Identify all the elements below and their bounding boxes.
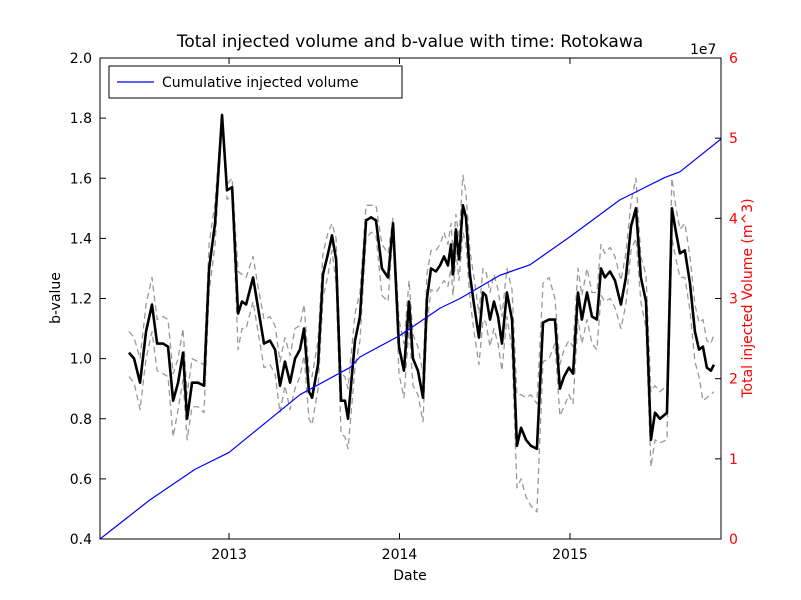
- y2-tick-label: 3: [729, 292, 738, 308]
- y-tick-label: 0.6: [70, 472, 92, 488]
- y-tick-label: 1.0: [70, 352, 92, 368]
- chart-title: Total injected volume and b-value with t…: [176, 32, 643, 52]
- x-axis-label: Date: [393, 568, 426, 584]
- y2-tick-label: 5: [729, 131, 738, 147]
- y-tick-label: 0.8: [70, 412, 92, 428]
- plot-frame: [99, 57, 722, 540]
- b-value-line: [127, 113, 716, 451]
- y2-axis-label: Total injected Volume (m^3): [740, 198, 756, 398]
- x-tick-label: 2014: [382, 547, 418, 563]
- y2-tick-label: 4: [729, 211, 738, 227]
- b-value-line: [128, 111, 715, 405]
- x-tick-label: 2013: [211, 547, 247, 563]
- volume-line: [100, 138, 721, 539]
- y-tick-label: 1.8: [70, 111, 92, 127]
- y-axis-label: b-value: [48, 272, 64, 324]
- legend-box: [108, 65, 403, 99]
- y-tick-label: 0.4: [70, 532, 92, 548]
- y2-tick-label: 1: [729, 452, 738, 468]
- x-tick-label: 2015: [552, 547, 588, 563]
- y-tick-label: 1.4: [70, 231, 92, 247]
- y-tick-label: 2.0: [70, 51, 92, 67]
- legend-label: Cumulative injected volume: [162, 75, 359, 91]
- y2-tick-label: 2: [729, 372, 738, 388]
- b-value-line: [128, 120, 715, 513]
- y-tick-label: 1.2: [70, 292, 92, 308]
- y2-tick-label: 0: [729, 532, 738, 548]
- y-tick-label: 1.6: [70, 171, 92, 187]
- y2-offset-label: 1e7: [690, 42, 716, 58]
- y2-tick-label: 6: [729, 51, 738, 67]
